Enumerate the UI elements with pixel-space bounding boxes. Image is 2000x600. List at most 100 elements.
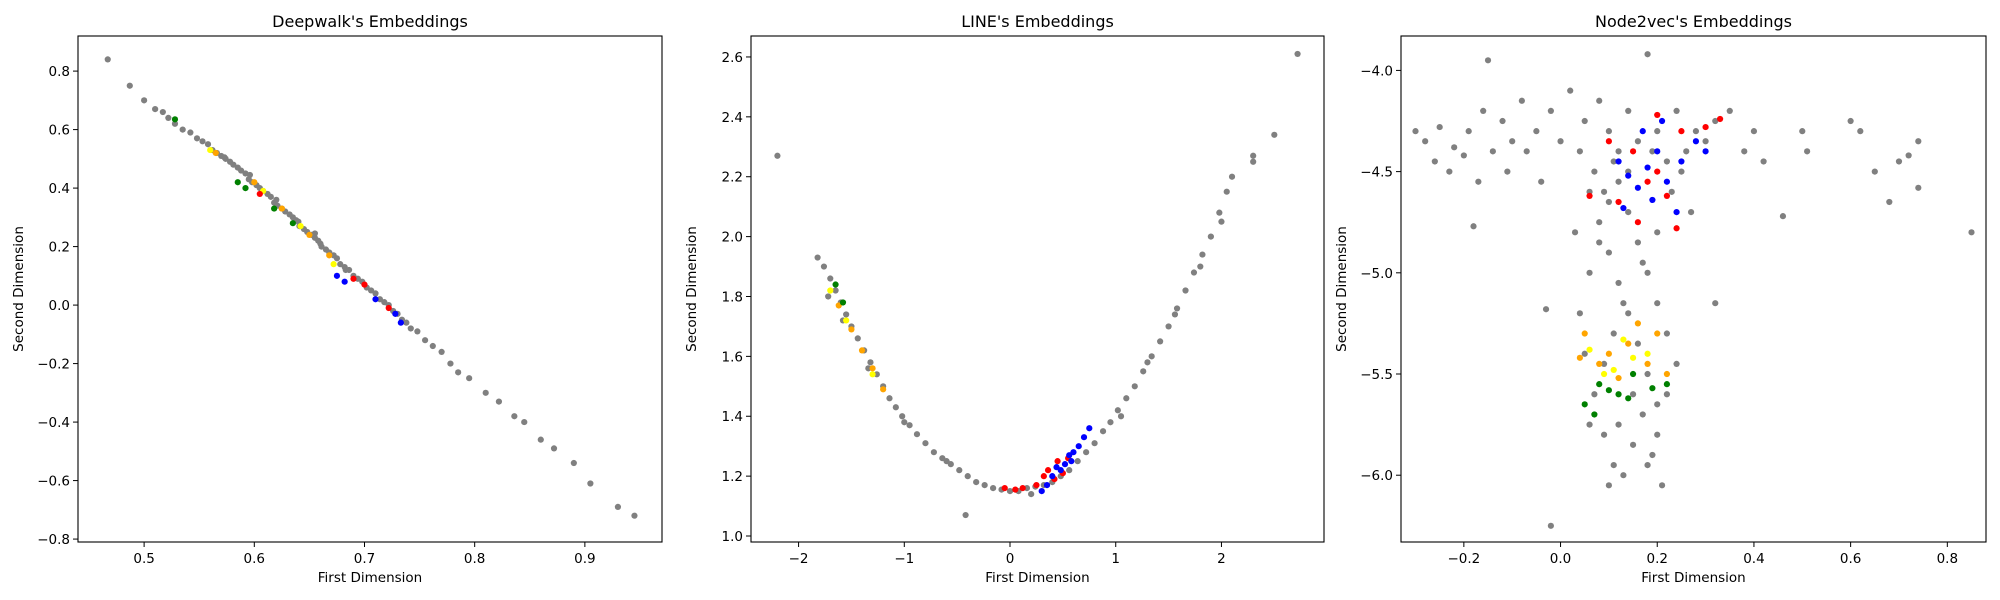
data-point <box>867 359 874 366</box>
data-point <box>1857 128 1864 135</box>
data-point <box>1620 336 1627 343</box>
data-point <box>1518 97 1525 104</box>
y-tick-label: 1.2 <box>722 469 743 485</box>
data-point <box>495 398 503 405</box>
data-point <box>1033 482 1040 489</box>
data-point <box>964 473 971 480</box>
data-point <box>1615 391 1622 398</box>
data-point <box>1615 374 1622 382</box>
data-point <box>1586 421 1593 428</box>
data-point <box>204 141 212 148</box>
data-point <box>1649 385 1656 392</box>
y-axis-label: Second Dimension <box>1334 226 1350 352</box>
data-point <box>1634 340 1641 347</box>
data-point <box>171 116 179 123</box>
data-point <box>1470 223 1477 230</box>
data-point <box>1605 138 1612 145</box>
data-point <box>466 375 473 382</box>
data-point <box>1271 131 1278 138</box>
data-point <box>827 287 834 294</box>
data-point <box>511 413 518 420</box>
data-point <box>1629 391 1637 398</box>
data-point <box>1499 117 1506 125</box>
plot-frame <box>1400 35 1987 543</box>
data-point <box>839 299 847 306</box>
y-tick-label: 0.0 <box>49 298 70 314</box>
data-point <box>1596 381 1603 388</box>
data-point <box>1451 144 1458 151</box>
data-point <box>1600 370 1608 378</box>
data-point <box>1712 117 1719 125</box>
data-point <box>913 431 921 438</box>
data-point <box>421 337 429 344</box>
data-point <box>892 404 899 411</box>
data-point <box>337 261 344 268</box>
data-point <box>1542 306 1550 313</box>
data-point <box>1605 387 1612 394</box>
data-point <box>1634 239 1641 246</box>
data-point <box>1412 128 1419 135</box>
data-point <box>550 445 558 452</box>
data-point <box>1654 128 1661 135</box>
data-point <box>317 240 324 247</box>
data-point <box>1216 209 1223 216</box>
data-point <box>342 266 349 274</box>
data-point <box>1218 218 1225 225</box>
data-point <box>1431 158 1438 165</box>
data-point <box>1968 229 1975 236</box>
x-tick-label: 0.5 <box>133 551 154 567</box>
data-point <box>1197 263 1204 270</box>
data-point <box>848 326 855 333</box>
data-point <box>1581 350 1588 357</box>
data-point <box>311 230 319 237</box>
data-point <box>1649 451 1656 459</box>
data-point <box>1644 360 1651 367</box>
data-point <box>1012 486 1019 493</box>
data-point <box>1600 431 1608 438</box>
data-point <box>1615 421 1622 428</box>
data-point <box>397 319 404 326</box>
data-point <box>447 360 454 367</box>
data-point <box>1576 310 1583 317</box>
data-point <box>1107 419 1114 426</box>
data-point <box>1605 128 1612 135</box>
data-point <box>1692 138 1700 145</box>
data-point <box>306 231 313 238</box>
data-point <box>1620 300 1627 307</box>
x-tick-label: 0 <box>1006 551 1015 567</box>
data-point <box>1610 330 1617 337</box>
data-point <box>1586 346 1593 353</box>
data-point <box>1523 148 1530 155</box>
y-tick-label: 0.2 <box>49 240 70 256</box>
data-point <box>1480 107 1487 114</box>
data-point <box>1504 168 1511 175</box>
data-point <box>341 278 348 285</box>
data-point <box>981 482 988 489</box>
data-point <box>1165 323 1172 330</box>
data-point <box>1644 269 1651 276</box>
data-point <box>1028 490 1035 498</box>
data-point <box>1422 138 1429 145</box>
data-point <box>251 179 258 186</box>
data-point <box>1760 158 1767 165</box>
data-point <box>1044 467 1052 474</box>
data-point <box>1070 449 1077 456</box>
y-tick-label: −5.5 <box>1360 367 1393 383</box>
x-tick-label: 2 <box>1217 551 1226 567</box>
data-point <box>372 296 379 303</box>
data-point <box>297 223 304 230</box>
data-point <box>1673 360 1680 367</box>
data-point <box>1804 148 1811 155</box>
y-axis-label: Second Dimension <box>11 226 27 352</box>
data-point <box>587 480 594 487</box>
data-point <box>820 263 828 270</box>
data-point <box>212 149 219 157</box>
data-point <box>1649 196 1656 204</box>
data-point <box>1673 208 1680 216</box>
data-point <box>886 395 893 402</box>
data-point <box>1001 485 1008 492</box>
data-point <box>880 386 887 393</box>
data-point <box>1140 368 1147 375</box>
data-point <box>962 511 969 519</box>
